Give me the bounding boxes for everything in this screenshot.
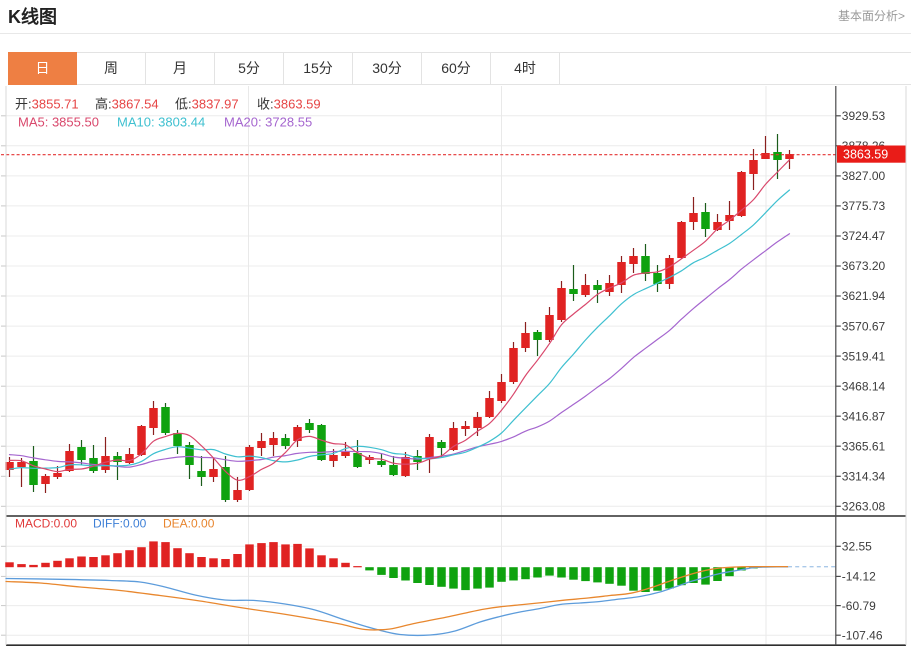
svg-text:3365.61: 3365.61 <box>842 439 886 453</box>
svg-text:3519.41: 3519.41 <box>842 349 886 363</box>
svg-text:DEA:0.00: DEA:0.00 <box>163 517 215 531</box>
svg-text:-107.46: -107.46 <box>842 628 883 642</box>
svg-text:3416.87: 3416.87 <box>842 409 886 423</box>
svg-text:MA5: 3855.50: MA5: 3855.50 <box>18 115 99 130</box>
svg-text:3863.59: 3863.59 <box>843 148 888 162</box>
svg-text:3314.34: 3314.34 <box>842 470 886 484</box>
svg-text:3263.08: 3263.08 <box>842 500 886 514</box>
svg-text:32.55: 32.55 <box>842 540 872 554</box>
svg-text:3468.14: 3468.14 <box>842 379 886 393</box>
svg-text:3570.67: 3570.67 <box>842 319 886 333</box>
svg-text:开:3855.71高:3867.54低:3837.97收:3: 开:3855.71 高:3867.54 低:3837.97 收:3863.59 <box>15 97 321 112</box>
svg-text:3673.20: 3673.20 <box>842 259 886 273</box>
svg-text:MA10: 3803.44: MA10: 3803.44 <box>117 115 205 130</box>
svg-text:3775.73: 3775.73 <box>842 199 886 213</box>
svg-text:DIFF:0.00: DIFF:0.00 <box>93 517 147 531</box>
svg-text:3724.47: 3724.47 <box>842 229 886 243</box>
svg-text:3621.94: 3621.94 <box>842 289 886 303</box>
svg-text:-14.12: -14.12 <box>842 570 876 584</box>
svg-text:3929.53: 3929.53 <box>842 109 886 123</box>
svg-text:MACD:0.00: MACD:0.00 <box>15 517 77 531</box>
svg-text:-60.79: -60.79 <box>842 599 876 613</box>
svg-text:3827.00: 3827.00 <box>842 169 886 183</box>
svg-text:MA20: 3728.55: MA20: 3728.55 <box>224 115 312 130</box>
